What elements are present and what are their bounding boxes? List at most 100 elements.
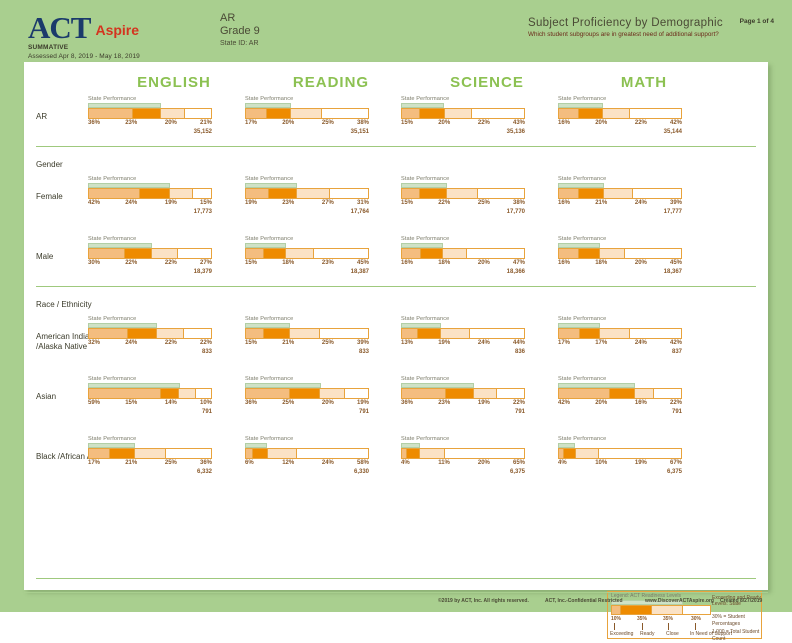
total-student-count: 833 <box>201 349 212 355</box>
percent-label-ready: 18% <box>595 260 608 266</box>
percent-label-exceeding: 36% <box>88 120 101 126</box>
state-performance-label: State Performance <box>401 436 450 442</box>
percent-label-exceeding: 17% <box>245 120 258 126</box>
readiness-stacked-bar <box>401 248 525 259</box>
section-divider <box>36 286 756 287</box>
percent-label-row: 16% 18% 20% 47% <box>401 260 525 270</box>
footer-website[interactable]: www.DiscoverACTAspire.org <box>645 598 714 604</box>
total-student-count: 17,764 <box>350 209 369 215</box>
org-state-id: State ID: AR <box>220 40 259 47</box>
legend-percent-exceeding: 10% <box>611 616 622 622</box>
readiness-stacked-bar <box>558 448 682 459</box>
report-title: Subject Proficiency by Demographic <box>528 17 723 29</box>
bar-segment-exceeding <box>89 109 133 118</box>
proficiency-chart-cell: State Performance 15% 18% 23% 45% 18,387 <box>245 236 369 275</box>
state-performance-label: State Performance <box>88 96 137 102</box>
bar-segment-exceeding <box>402 449 407 458</box>
bar-segment-in-need-of-support <box>165 449 210 458</box>
proficiency-chart-cell: State Performance 4% 10% 19% 67% 6,375 <box>558 436 682 475</box>
state-performance-bar <box>401 323 441 328</box>
percent-label-ready: 20% <box>595 400 608 406</box>
bar-segment-close <box>441 329 471 338</box>
bar-segment-close <box>444 109 472 118</box>
bar-segment-in-need-of-support <box>185 109 211 118</box>
percent-label-exceeding: 36% <box>245 400 258 406</box>
percent-label-ready: 21% <box>282 340 295 346</box>
percent-label-close: 16% <box>634 400 647 406</box>
state-performance-bar <box>88 383 180 388</box>
bar-segment-ready <box>578 249 601 258</box>
percent-label-close: 20% <box>164 120 177 126</box>
legend-percent-ready: 35% <box>637 616 648 622</box>
total-student-count: 17,773 <box>193 209 212 215</box>
state-performance-bar <box>245 323 290 328</box>
percent-label-exceeding: 6% <box>245 460 254 466</box>
percent-label-close: 20% <box>477 460 490 466</box>
percent-label-in-need-of-support: 22% <box>512 400 525 406</box>
percent-label-ready: 10% <box>595 460 608 466</box>
readiness-stacked-bar <box>245 108 369 119</box>
total-student-count: 17,777 <box>663 209 682 215</box>
bar-segment-in-need-of-support <box>477 189 524 198</box>
percent-label-in-need-of-support: 15% <box>199 200 212 206</box>
state-performance-label: State Performance <box>245 96 294 102</box>
legend-percent-in-need-of-support: 30% <box>691 616 702 622</box>
bar-segment-close <box>576 449 600 458</box>
legend-segment-close <box>652 606 684 614</box>
bar-segment-in-need-of-support <box>471 109 524 118</box>
bar-segment-close <box>157 329 185 338</box>
proficiency-chart-cell: State Performance 15% 21% 25% 39% 833 <box>245 316 369 355</box>
percent-label-in-need-of-support: 10% <box>199 400 212 406</box>
percent-label-row: 16% 21% 24% 39% <box>558 200 682 210</box>
proficiency-chart-cell: State Performance 4% 11% 20% 65% 6,375 <box>401 436 525 475</box>
readiness-stacked-bar <box>401 388 525 399</box>
bar-segment-exceeding <box>402 189 421 198</box>
state-performance-bar <box>558 383 635 388</box>
percent-label-in-need-of-support: 31% <box>356 200 369 206</box>
state-performance-label: State Performance <box>401 236 450 242</box>
percent-label-close: 19% <box>634 460 647 466</box>
report-footer: ©2019 by ACT, Inc. All rights reserved. … <box>0 598 792 610</box>
percent-label-exceeding: 13% <box>401 340 414 346</box>
bar-segment-close <box>420 449 445 458</box>
bar-segment-exceeding <box>559 329 580 338</box>
total-student-count: 6,375 <box>509 469 525 475</box>
percent-label-ready: 24% <box>125 200 138 206</box>
bar-segment-exceeding <box>402 389 446 398</box>
state-performance-bar <box>88 183 170 188</box>
percent-label-exceeding: 36% <box>401 400 414 406</box>
state-performance-bar <box>558 183 604 188</box>
proficiency-chart-cell: State Performance 15% 20% 22% 43% 35,136 <box>401 96 525 135</box>
proficiency-chart-cell: State Performance 59% 15% 14% 10% 791 <box>88 376 212 415</box>
bar-segment-in-need-of-support <box>196 389 209 398</box>
percent-label-close: 25% <box>477 200 490 206</box>
percent-label-close: 25% <box>321 120 334 126</box>
percent-label-ready: 25% <box>282 400 295 406</box>
percent-label-in-need-of-support: 45% <box>669 260 682 266</box>
bar-segment-exceeding <box>89 249 126 258</box>
total-student-count: 6,375 <box>666 469 682 475</box>
legend-state-note: Exceeding and Ready Levels: State <box>712 595 761 607</box>
bar-segment-exceeding <box>559 249 579 258</box>
percent-label-exceeding: 15% <box>401 200 414 206</box>
state-performance-label: State Performance <box>245 376 294 382</box>
percent-label-row: 19% 23% 27% 31% <box>245 200 369 210</box>
bar-segment-in-need-of-support <box>654 389 681 398</box>
state-performance-label: State Performance <box>88 236 137 242</box>
readiness-stacked-bar <box>88 188 212 199</box>
state-performance-bar <box>88 243 153 248</box>
readiness-stacked-bar <box>88 448 212 459</box>
org-grade: Grade 9 <box>220 25 260 37</box>
percent-label-row: 17% 17% 24% 42% <box>558 340 682 350</box>
proficiency-chart-cell: State Performance 36% 23% 20% 21% 35,152 <box>88 96 212 135</box>
state-performance-bar <box>558 323 601 328</box>
bar-segment-in-need-of-support <box>467 249 524 258</box>
bar-segment-in-need-of-support <box>629 329 681 338</box>
bar-segment-exceeding <box>559 389 611 398</box>
proficiency-chart-cell: State Performance 42% 20% 16% 22% 791 <box>558 376 682 415</box>
bar-segment-in-need-of-support <box>313 249 368 258</box>
group-label-gender: Gender <box>36 160 63 169</box>
readiness-stacked-bar <box>558 188 682 199</box>
bar-segment-ready <box>264 329 290 338</box>
percent-label-close: 20% <box>477 260 490 266</box>
